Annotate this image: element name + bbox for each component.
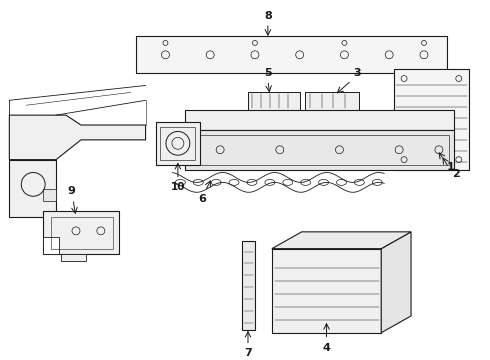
Text: 9: 9 [67, 186, 75, 196]
Text: 10: 10 [171, 182, 185, 192]
Polygon shape [242, 241, 255, 330]
Polygon shape [9, 159, 56, 217]
Text: 3: 3 [354, 68, 361, 78]
Text: 4: 4 [322, 343, 330, 352]
Polygon shape [185, 130, 454, 170]
Polygon shape [9, 115, 146, 159]
Polygon shape [272, 249, 381, 333]
Polygon shape [394, 69, 469, 170]
Polygon shape [155, 122, 200, 165]
Polygon shape [185, 110, 454, 130]
Text: 8: 8 [264, 11, 272, 21]
Polygon shape [43, 211, 119, 253]
Polygon shape [43, 189, 56, 201]
Polygon shape [43, 237, 59, 253]
Polygon shape [305, 93, 359, 110]
Text: 5: 5 [264, 68, 271, 78]
Polygon shape [248, 93, 300, 110]
Text: 6: 6 [198, 194, 206, 204]
Text: 2: 2 [452, 170, 460, 180]
Polygon shape [136, 36, 447, 73]
Polygon shape [61, 253, 86, 261]
Text: 1: 1 [447, 162, 455, 172]
Polygon shape [272, 232, 411, 249]
Polygon shape [381, 232, 411, 333]
Text: 7: 7 [244, 347, 252, 357]
